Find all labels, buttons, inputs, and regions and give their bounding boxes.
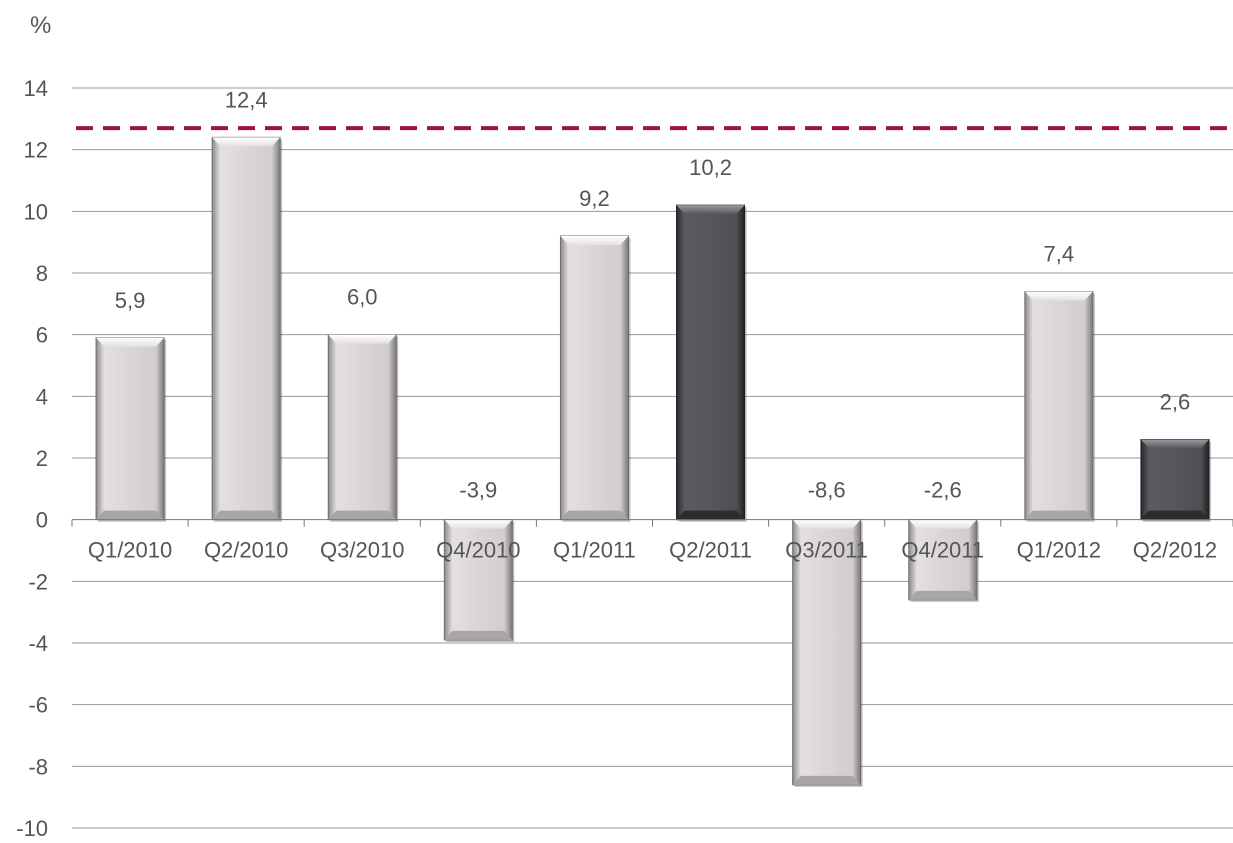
x-tick-label: Q3/2011 — [785, 538, 868, 563]
y-tick-label: 8 — [36, 261, 48, 286]
bar-bevel-top — [328, 334, 397, 344]
bar — [676, 204, 746, 521]
bar-bevel-top — [444, 519, 513, 529]
y-tick-label: -2 — [28, 569, 48, 594]
bar-Q2/2010 — [211, 136, 283, 522]
value-label: -2,6 — [924, 478, 962, 503]
bar-bevel-bottom — [96, 510, 165, 520]
bar — [1140, 439, 1210, 521]
y-axis-ticks: -10 -8 -6 -4 -2 0 2 4 6 8 10 12 14 — [16, 76, 48, 841]
value-label: 12,4 — [225, 87, 268, 112]
value-label: 7,4 — [1044, 242, 1075, 267]
bar-bevel-bottom — [676, 510, 745, 520]
value-label: 6,0 — [347, 285, 378, 310]
x-tick-label: Q2/2010 — [204, 538, 288, 563]
bar-bevel-top — [560, 236, 629, 245]
y-tick-label: 2 — [36, 446, 48, 471]
value-label: 10,2 — [689, 155, 732, 180]
bar-bevel-bottom — [444, 630, 513, 640]
value-labels: 5,9 12,4 6,0 -3,9 9,2 10,2 -8,6 -2,6 7,4 2,6 — [115, 87, 1190, 502]
y-axis-unit-label: % — [30, 12, 51, 39]
value-label: 9,2 — [579, 186, 610, 211]
y-tick-label: -8 — [28, 754, 48, 779]
bar-bevel-bottom — [328, 510, 397, 520]
bar-bevel-top — [212, 137, 281, 147]
y-tick-label: 14 — [24, 76, 48, 101]
bar-bevel-top — [908, 519, 977, 529]
zero-axis — [71, 519, 1233, 527]
bar — [559, 235, 629, 521]
bar — [908, 519, 978, 601]
bar — [211, 136, 281, 521]
bar-Q4/2010 — [443, 519, 515, 642]
y-tick-label: 4 — [36, 384, 48, 409]
bar-Q4/2011 — [908, 519, 979, 602]
value-label: -8,6 — [808, 478, 846, 503]
y-tick-label: 6 — [36, 323, 48, 348]
bar — [792, 519, 862, 786]
y-tick-label: 0 — [36, 508, 48, 533]
bar-Q2/2012 — [1140, 439, 1211, 522]
bar-Q1/2010 — [95, 337, 167, 522]
y-tick-label: 12 — [24, 138, 48, 163]
x-tick-label: Q3/2010 — [320, 538, 404, 563]
bars — [95, 136, 1211, 787]
x-tick-label: Q1/2010 — [88, 538, 172, 563]
bar-bevel-bottom — [1140, 510, 1209, 520]
bar-bevel-top — [792, 519, 861, 529]
bar-bevel-top — [1140, 439, 1209, 449]
y-tick-label: -10 — [16, 816, 48, 838]
y-tick-label: 10 — [24, 199, 48, 224]
bar-Q2/2011 — [676, 204, 747, 522]
bar — [95, 337, 165, 521]
bar — [443, 519, 513, 641]
x-tick-label: Q1/2012 — [1017, 538, 1101, 563]
bar-Q1/2011 — [559, 235, 631, 522]
x-tick-label: Q2/2012 — [1133, 538, 1217, 563]
bar-bevel-top — [1024, 291, 1093, 301]
bar — [1024, 291, 1094, 521]
y-tick-label: -4 — [28, 631, 48, 656]
x-tick-label: Q4/2011 — [901, 538, 984, 563]
x-tick-label: Q1/2011 — [553, 538, 636, 563]
bar-Q3/2010 — [327, 334, 399, 522]
bar-bevel-bottom — [1024, 510, 1093, 520]
x-tick-label: Q4/2010 — [436, 538, 520, 563]
x-axis-labels: Q1/2010 Q2/2010 Q3/2010 Q4/2010 Q1/2011 Q2/20… — [88, 538, 1217, 563]
bar-bevel-top — [96, 337, 165, 347]
value-label: 5,9 — [115, 288, 146, 313]
bar-Q1/2012 — [1024, 291, 1095, 522]
x-tick-label: Q2/2011 — [669, 538, 752, 563]
bar-bevel-top — [676, 205, 745, 215]
bar-bevel-bottom — [212, 510, 281, 520]
bar — [327, 334, 397, 521]
bar-bevel-bottom — [908, 590, 977, 600]
value-label: -3,9 — [459, 478, 497, 503]
y-tick-label: -6 — [28, 693, 48, 718]
bar-bevel-bottom — [560, 510, 629, 520]
bar-bevel-bottom — [792, 775, 861, 785]
value-label: 2,6 — [1160, 390, 1191, 415]
bar-Q3/2011 — [792, 519, 863, 787]
